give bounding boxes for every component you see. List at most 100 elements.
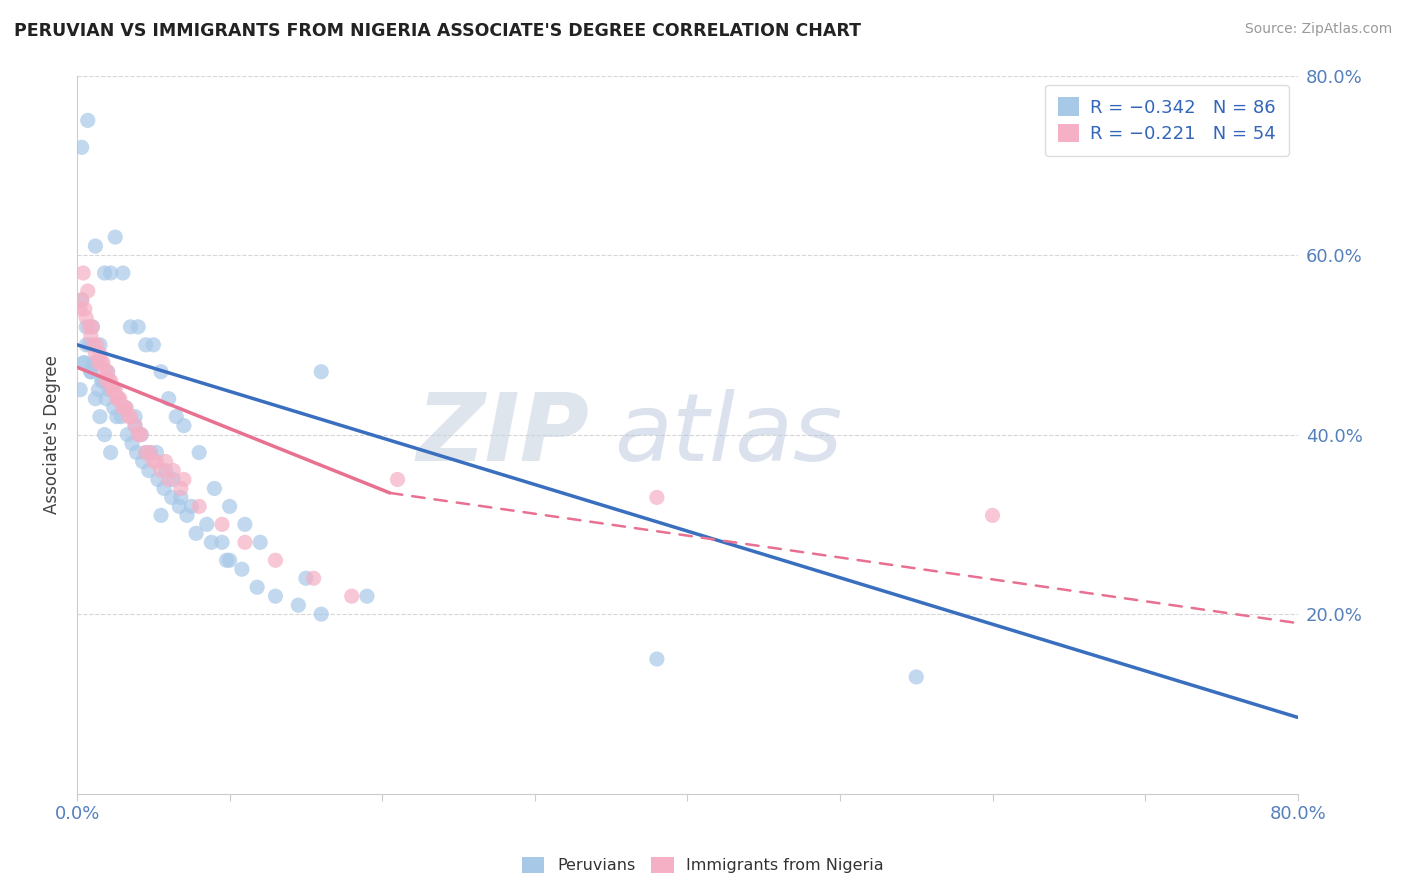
Point xyxy=(80,365,103,379)
Legend: R = −0.342   N = 86, R = −0.221   N = 54: R = −0.342 N = 86, R = −0.221 N = 54 xyxy=(1045,85,1289,156)
Point xyxy=(121,436,143,450)
Legend: Peruvians, Immigrants from Nigeria: Peruvians, Immigrants from Nigeria xyxy=(516,850,890,880)
Point xyxy=(139,445,162,459)
Point xyxy=(218,553,240,567)
Point xyxy=(89,347,111,361)
Point xyxy=(115,401,138,415)
Point xyxy=(91,356,114,370)
Point xyxy=(108,392,131,406)
Point xyxy=(139,445,162,459)
Point xyxy=(104,383,127,397)
Point xyxy=(69,383,91,397)
Point xyxy=(142,454,165,468)
Point xyxy=(153,482,176,496)
Point xyxy=(90,356,112,370)
Point xyxy=(138,463,160,477)
Point xyxy=(79,338,101,352)
Point xyxy=(111,266,134,280)
Point xyxy=(86,356,108,370)
Y-axis label: Associate's Degree: Associate's Degree xyxy=(44,355,60,514)
Point xyxy=(645,652,668,666)
Point xyxy=(98,374,121,388)
Point xyxy=(173,418,195,433)
Point xyxy=(83,338,105,352)
Point xyxy=(98,383,121,397)
Point xyxy=(309,607,332,621)
Point xyxy=(981,508,1004,523)
Point xyxy=(117,427,139,442)
Point xyxy=(107,392,129,406)
Point xyxy=(340,589,363,603)
Point xyxy=(180,500,202,514)
Point xyxy=(169,500,191,514)
Point xyxy=(356,589,378,603)
Point xyxy=(145,454,167,468)
Point xyxy=(84,239,107,253)
Point xyxy=(233,535,256,549)
Point xyxy=(70,293,93,307)
Point xyxy=(84,347,107,361)
Point xyxy=(69,301,91,316)
Point xyxy=(110,409,132,424)
Point xyxy=(176,508,198,523)
Point xyxy=(215,553,238,567)
Point xyxy=(86,338,108,352)
Point xyxy=(162,463,184,477)
Point xyxy=(124,409,146,424)
Point xyxy=(155,454,177,468)
Point xyxy=(905,670,928,684)
Point xyxy=(101,383,124,397)
Point xyxy=(127,427,149,442)
Point xyxy=(155,463,177,477)
Point xyxy=(135,338,157,352)
Point xyxy=(120,409,142,424)
Point xyxy=(97,365,120,379)
Point xyxy=(124,418,146,433)
Point xyxy=(75,319,97,334)
Point xyxy=(165,409,187,424)
Point xyxy=(89,409,111,424)
Point xyxy=(94,374,117,388)
Point xyxy=(170,482,193,496)
Point xyxy=(100,374,122,388)
Point xyxy=(93,365,115,379)
Point xyxy=(111,401,134,415)
Point xyxy=(246,580,269,594)
Point xyxy=(72,356,94,370)
Point xyxy=(150,365,173,379)
Point xyxy=(79,319,101,334)
Text: Source: ZipAtlas.com: Source: ZipAtlas.com xyxy=(1244,22,1392,37)
Point xyxy=(211,517,233,532)
Point xyxy=(162,473,184,487)
Point xyxy=(91,374,114,388)
Point xyxy=(115,401,138,415)
Point xyxy=(94,392,117,406)
Point xyxy=(87,383,110,397)
Point xyxy=(72,266,94,280)
Point xyxy=(218,500,240,514)
Point xyxy=(264,589,287,603)
Point xyxy=(125,445,148,459)
Point xyxy=(82,319,104,334)
Point xyxy=(160,491,183,505)
Point xyxy=(131,454,153,468)
Point xyxy=(150,508,173,523)
Point xyxy=(387,473,409,487)
Point xyxy=(70,293,93,307)
Point xyxy=(146,473,169,487)
Point xyxy=(302,571,325,585)
Point xyxy=(100,445,122,459)
Point xyxy=(264,553,287,567)
Point xyxy=(135,445,157,459)
Text: atlas: atlas xyxy=(614,389,842,480)
Point xyxy=(97,365,120,379)
Point xyxy=(112,401,135,415)
Text: ZIP: ZIP xyxy=(416,389,589,481)
Point xyxy=(129,427,152,442)
Point xyxy=(93,266,115,280)
Point xyxy=(73,356,96,370)
Point xyxy=(135,445,157,459)
Point xyxy=(145,445,167,459)
Point xyxy=(231,562,253,576)
Point xyxy=(93,427,115,442)
